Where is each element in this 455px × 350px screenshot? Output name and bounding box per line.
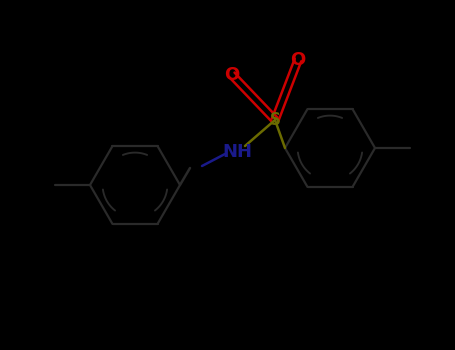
Text: O: O: [290, 51, 306, 69]
Text: S: S: [269, 111, 280, 129]
Text: O: O: [224, 66, 240, 84]
Text: NH: NH: [222, 143, 252, 161]
